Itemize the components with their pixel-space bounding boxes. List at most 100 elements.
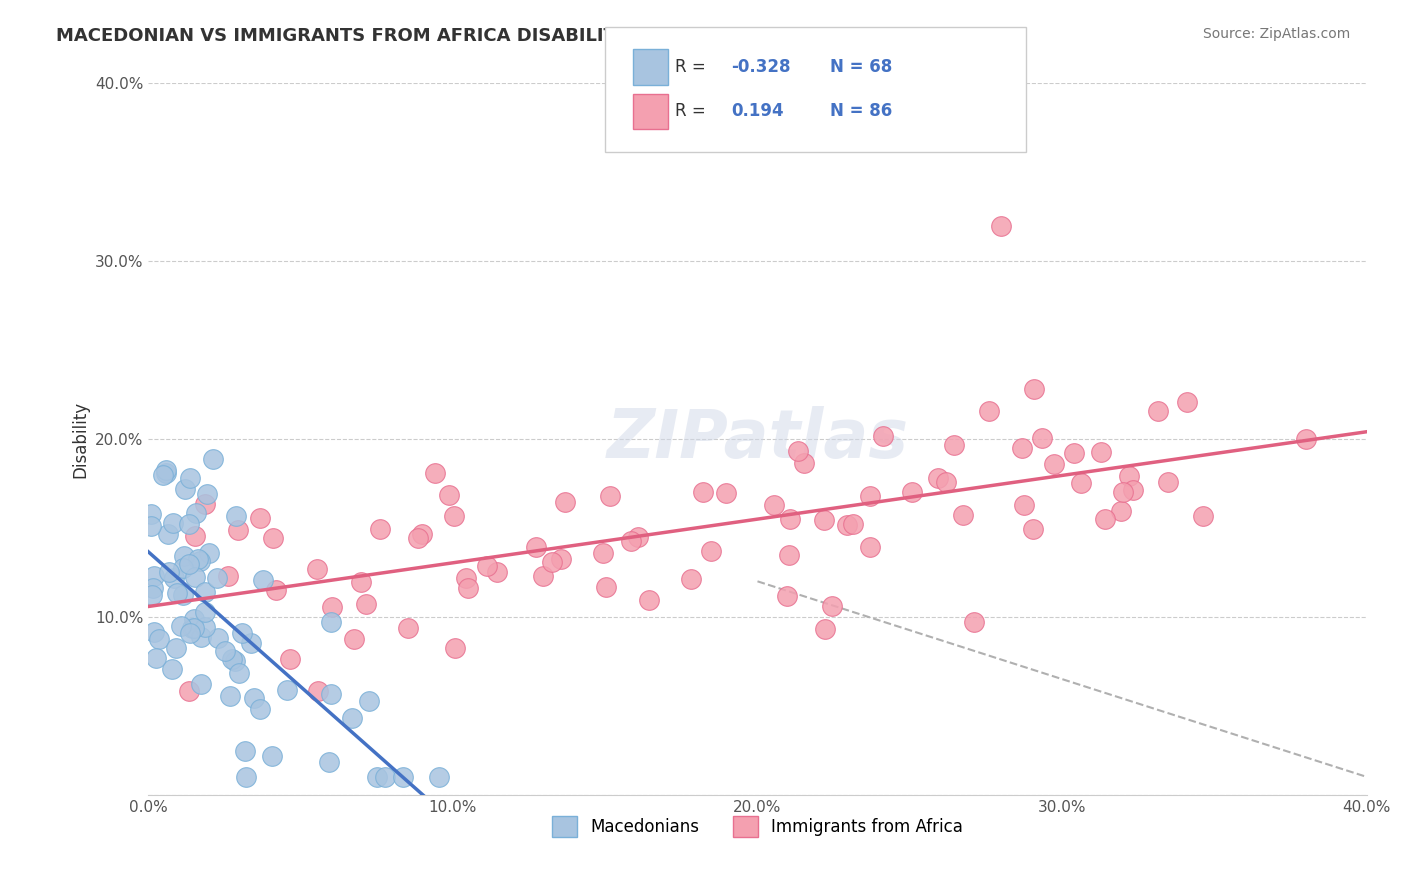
Point bbox=[457, 581, 479, 595]
Point bbox=[821, 599, 844, 613]
Point bbox=[188, 554, 211, 568]
Point bbox=[454, 572, 477, 586]
Point bbox=[165, 641, 187, 656]
Text: MACEDONIAN VS IMMIGRANTS FROM AFRICA DISABILITY CORRELATION CHART: MACEDONIAN VS IMMIGRANTS FROM AFRICA DIS… bbox=[56, 27, 851, 45]
Point bbox=[321, 599, 343, 614]
Point bbox=[626, 530, 648, 544]
Point bbox=[813, 513, 835, 527]
Point bbox=[177, 517, 200, 532]
Point bbox=[901, 485, 924, 500]
Point bbox=[366, 770, 388, 784]
Point bbox=[368, 522, 391, 536]
Point bbox=[195, 487, 218, 501]
Point bbox=[1011, 441, 1033, 455]
Point bbox=[177, 683, 200, 698]
Point bbox=[160, 662, 183, 676]
Point bbox=[262, 531, 284, 545]
Point bbox=[1175, 394, 1198, 409]
Point bbox=[307, 683, 329, 698]
Point bbox=[228, 523, 250, 537]
Point bbox=[952, 508, 974, 522]
Point bbox=[927, 470, 949, 484]
Point bbox=[779, 512, 801, 526]
Point bbox=[859, 489, 882, 503]
Point bbox=[214, 644, 236, 658]
Point bbox=[194, 497, 217, 511]
Point bbox=[942, 438, 965, 452]
Point bbox=[186, 507, 208, 521]
Point bbox=[152, 468, 174, 483]
Point bbox=[1109, 503, 1132, 517]
Point bbox=[793, 456, 815, 470]
Point bbox=[249, 510, 271, 524]
Point bbox=[224, 654, 246, 668]
Point bbox=[217, 568, 239, 582]
Point bbox=[963, 615, 986, 630]
Point bbox=[638, 592, 661, 607]
Point bbox=[319, 687, 342, 701]
Point bbox=[231, 626, 253, 640]
Point bbox=[550, 552, 572, 566]
Point bbox=[872, 428, 894, 442]
Text: 0.194: 0.194 bbox=[731, 103, 783, 120]
Point bbox=[221, 651, 243, 665]
Point bbox=[172, 561, 194, 575]
Point bbox=[181, 621, 204, 635]
Point bbox=[679, 572, 702, 586]
Point bbox=[141, 519, 163, 533]
Point bbox=[141, 507, 163, 521]
Point bbox=[1070, 476, 1092, 491]
Point bbox=[184, 569, 207, 583]
Point bbox=[163, 572, 186, 586]
Point bbox=[278, 652, 301, 666]
Point bbox=[700, 543, 723, 558]
Point bbox=[142, 581, 165, 595]
Point bbox=[177, 558, 200, 572]
Point bbox=[778, 548, 800, 562]
Point bbox=[692, 485, 714, 500]
Point bbox=[321, 615, 343, 629]
Point bbox=[1147, 404, 1170, 418]
Point bbox=[350, 575, 373, 590]
Point bbox=[354, 597, 377, 611]
Point bbox=[977, 404, 1000, 418]
Point bbox=[235, 770, 257, 784]
Point bbox=[396, 621, 419, 635]
Point bbox=[540, 555, 562, 569]
Point bbox=[406, 532, 429, 546]
Point bbox=[776, 589, 799, 603]
Point bbox=[835, 517, 858, 532]
Point bbox=[155, 466, 177, 480]
Point bbox=[170, 619, 193, 633]
Point bbox=[194, 620, 217, 634]
Point bbox=[437, 488, 460, 502]
Point bbox=[1022, 382, 1045, 396]
Point bbox=[179, 626, 201, 640]
Point bbox=[1022, 522, 1045, 536]
Point bbox=[1156, 475, 1178, 489]
Point bbox=[425, 467, 447, 481]
Point bbox=[143, 568, 166, 582]
Point bbox=[714, 485, 737, 500]
Point bbox=[1191, 509, 1213, 524]
Point bbox=[193, 584, 215, 599]
Point bbox=[1295, 432, 1317, 446]
Point bbox=[340, 711, 363, 725]
Point bbox=[842, 517, 865, 532]
Point bbox=[225, 508, 247, 523]
Point bbox=[197, 546, 219, 560]
Point bbox=[935, 475, 957, 489]
Point bbox=[392, 770, 415, 784]
Point bbox=[173, 482, 195, 496]
Point bbox=[233, 744, 256, 758]
Point bbox=[318, 755, 340, 769]
Point bbox=[1122, 483, 1144, 497]
Point bbox=[264, 583, 287, 598]
Point bbox=[183, 621, 205, 635]
Point bbox=[305, 561, 328, 575]
Point bbox=[1118, 469, 1140, 483]
Point bbox=[172, 588, 194, 602]
Point bbox=[595, 580, 617, 594]
Point bbox=[243, 691, 266, 706]
Point bbox=[1012, 498, 1035, 512]
